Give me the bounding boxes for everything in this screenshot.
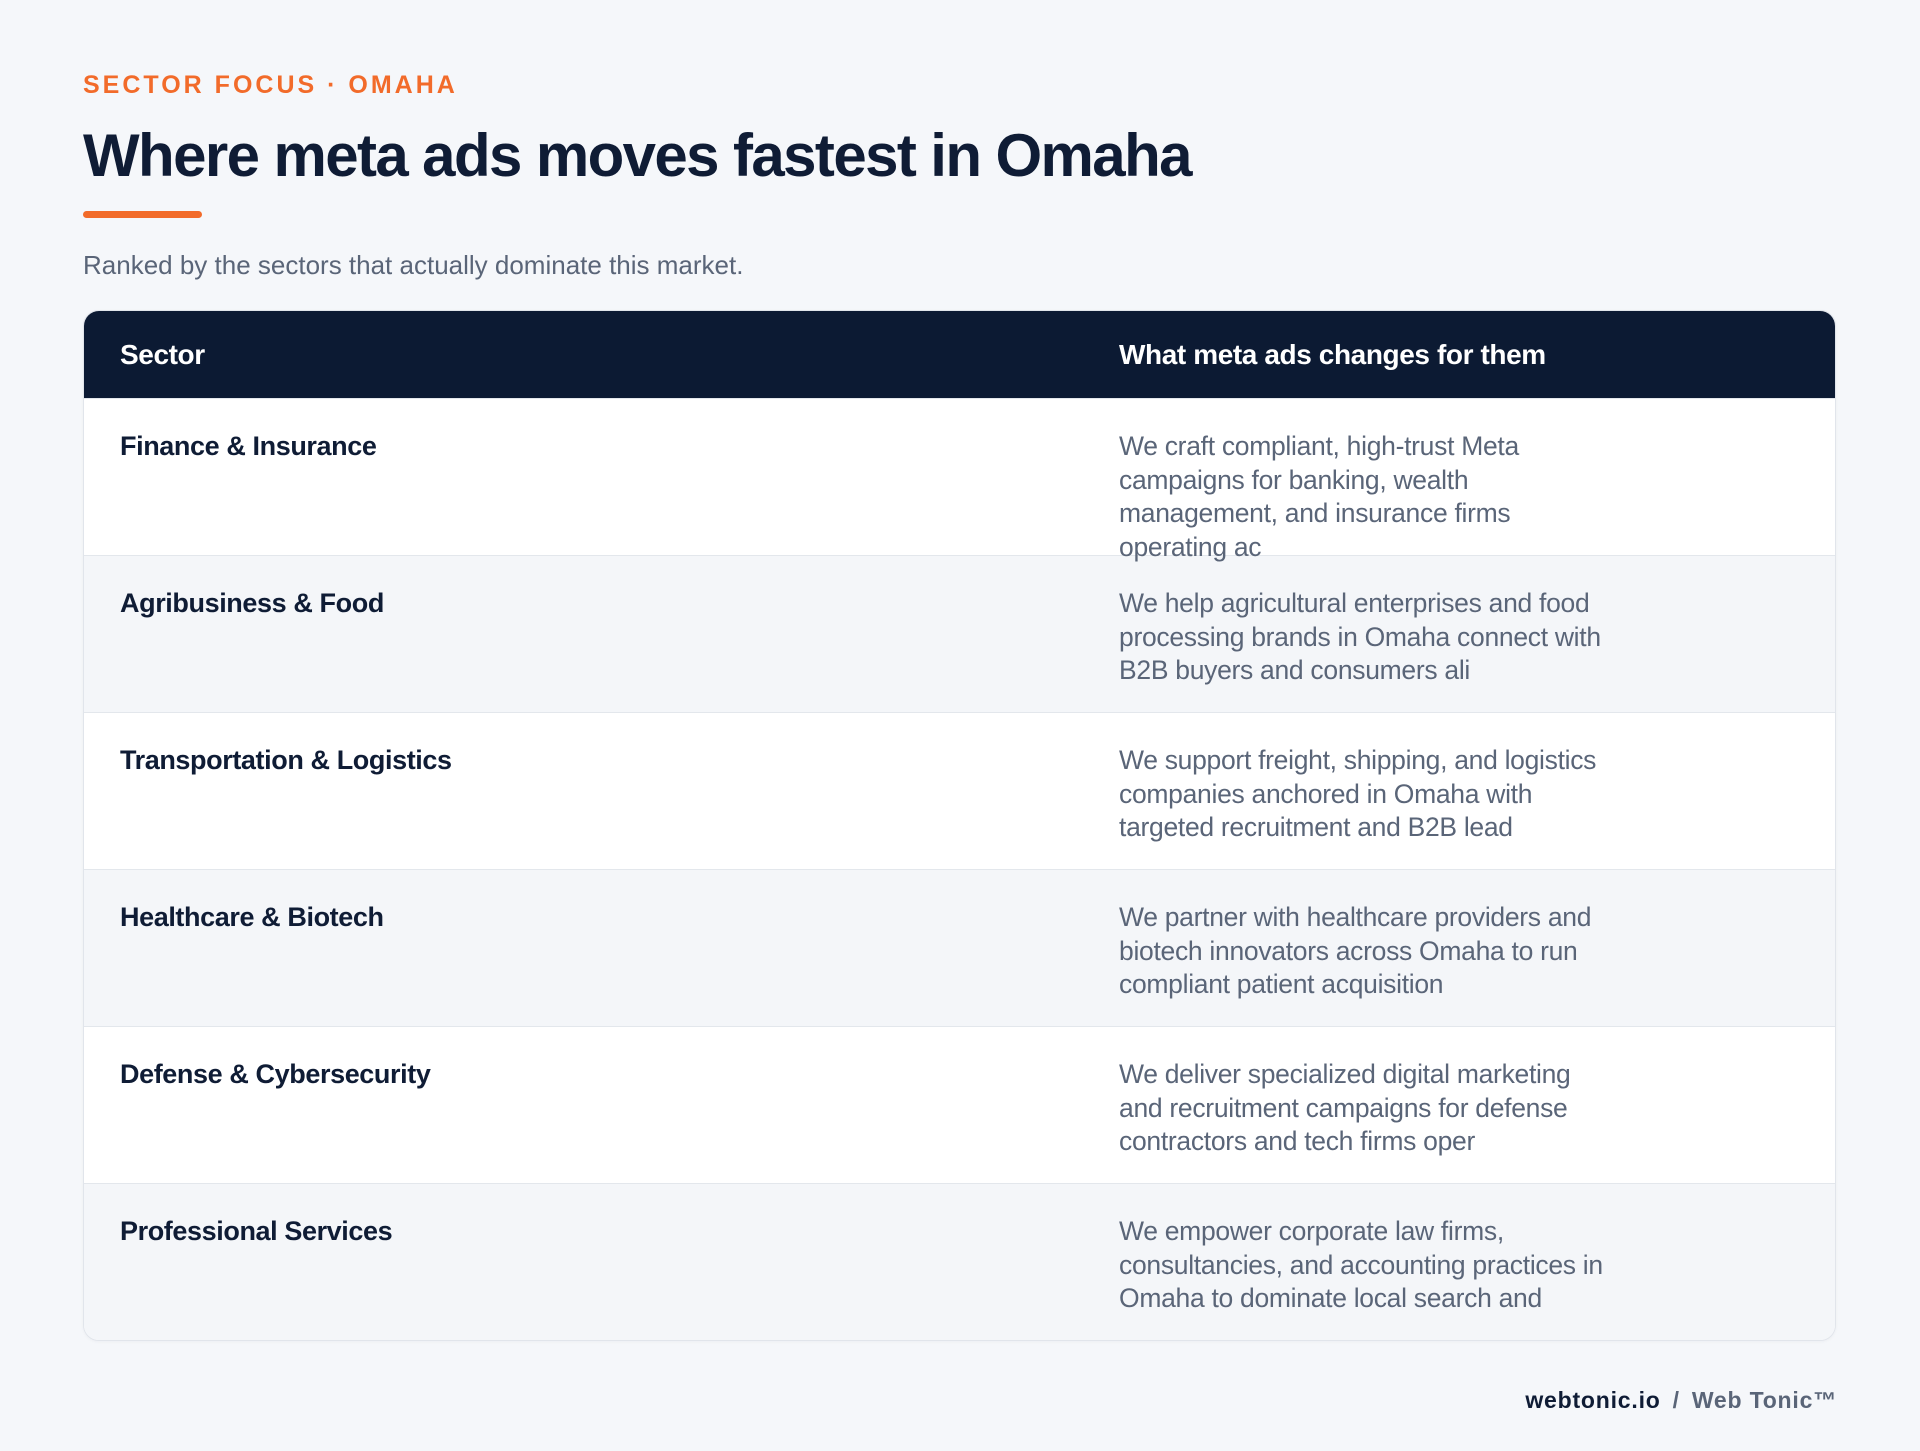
sector-name: Transportation & Logistics: [120, 745, 452, 775]
page-title: Where meta ads moves fastest in Omaha: [83, 122, 1193, 189]
table-row: Healthcare & Biotech We partner with hea…: [84, 869, 1835, 1026]
table-row: Professional Services We empower corpora…: [84, 1183, 1835, 1340]
sector-name: Defense & Cybersecurity: [120, 1059, 431, 1089]
eyebrow-label: SECTOR FOCUS · OMAHA: [83, 71, 458, 99]
page-subtitle: Ranked by the sectors that actually domi…: [83, 250, 744, 280]
sector-description: We partner with healthcare providers and…: [1119, 902, 1592, 999]
sector-description: We craft compliant, high-trust Meta camp…: [1119, 431, 1519, 562]
sector-name: Finance & Insurance: [120, 431, 377, 461]
sector-description: We empower corporate law firms, consulta…: [1119, 1216, 1603, 1313]
footer-separator: /: [1672, 1387, 1680, 1413]
sector-table: Sector What meta ads changes for them Fi…: [83, 310, 1836, 1341]
sector-description: We help agricultural enterprises and foo…: [1119, 588, 1601, 685]
table-row: Defense & Cybersecurity We deliver speci…: [84, 1026, 1835, 1183]
column-header-description: What meta ads changes for them: [1119, 338, 1546, 370]
sector-name: Agribusiness & Food: [120, 588, 384, 618]
footer-domain-link[interactable]: webtonic.io: [1525, 1387, 1661, 1413]
table-row: Transportation & Logistics We support fr…: [84, 712, 1835, 869]
table-header: Sector What meta ads changes for them: [84, 311, 1835, 398]
footer-brand: Web Tonic™: [1691, 1387, 1837, 1413]
sector-name: Professional Services: [120, 1216, 393, 1246]
column-header-sector: Sector: [120, 338, 205, 370]
accent-divider: [83, 211, 202, 218]
sector-description: We deliver specialized digital marketing…: [1119, 1059, 1571, 1156]
table-row: Agribusiness & Food We help agricultural…: [84, 555, 1835, 712]
footer-attribution: webtonic.io / Web Tonic™: [1525, 1386, 1837, 1414]
sector-description: We support freight, shipping, and logist…: [1119, 745, 1597, 842]
table-row: Finance & Insurance We craft compliant, …: [84, 398, 1835, 562]
sector-name: Healthcare & Biotech: [120, 902, 384, 932]
